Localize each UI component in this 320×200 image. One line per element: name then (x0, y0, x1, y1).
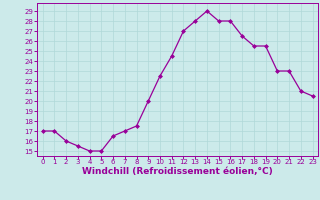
X-axis label: Windchill (Refroidissement éolien,°C): Windchill (Refroidissement éolien,°C) (82, 167, 273, 176)
